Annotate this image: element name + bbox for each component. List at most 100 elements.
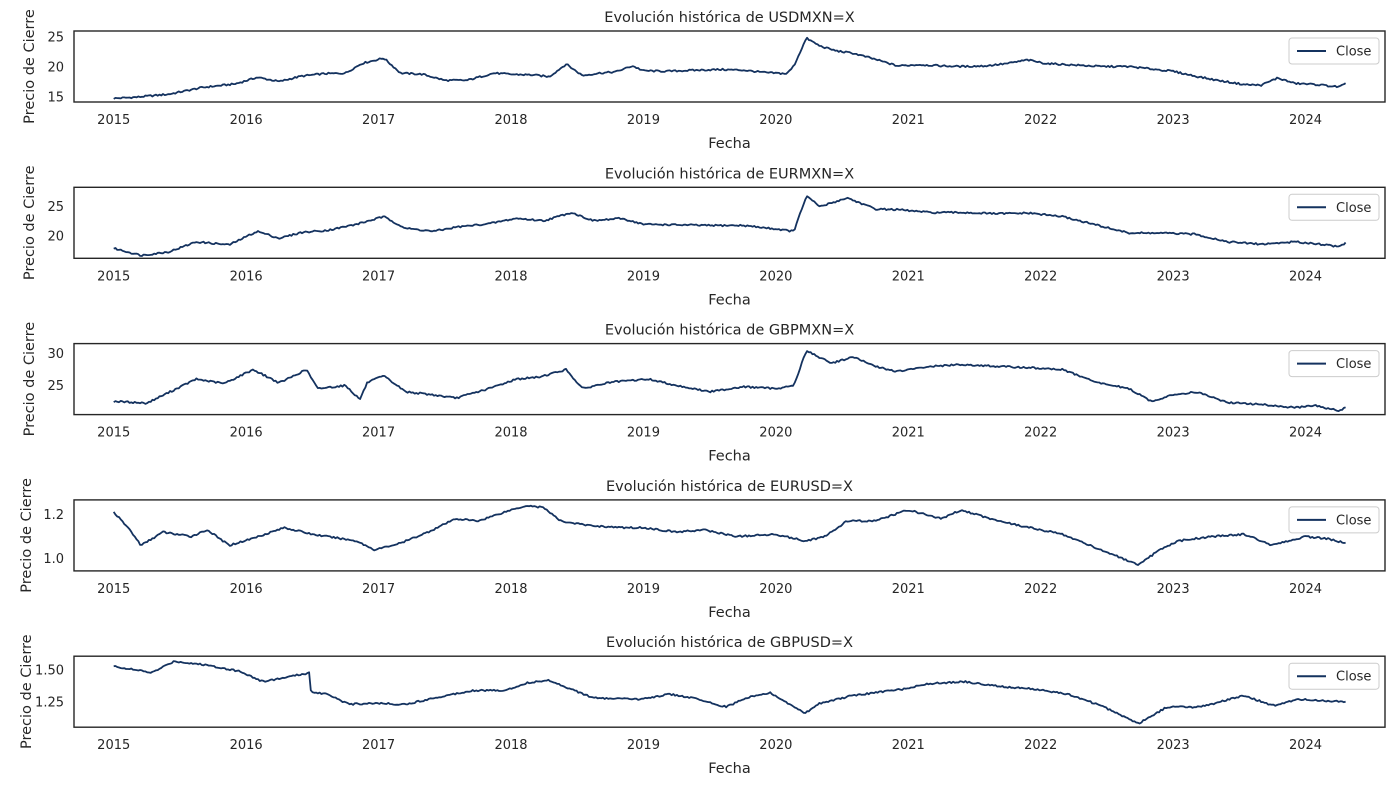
x-tick-label: 2019 (627, 269, 660, 284)
x-tick-label: 2024 (1289, 738, 1322, 753)
legend-label: Close (1336, 670, 1371, 685)
axes-frame (73, 186, 1386, 260)
legend-box (1288, 37, 1380, 65)
x-tick-label: 2017 (362, 426, 395, 441)
series-line-close (113, 195, 1347, 257)
x-tick-label: 2017 (362, 738, 395, 753)
y-tick-label: 1.25 (35, 695, 64, 710)
x-tick-label: 2024 (1289, 426, 1322, 441)
y-tick-label: 1.2 (43, 508, 64, 523)
y-axis-label: Precio de Cierre (22, 165, 38, 280)
legend-box (1288, 193, 1380, 221)
x-tick-label: 2019 (627, 582, 660, 597)
subplot-4: Evolución histórica de EURUSD=X 1.0 1.2 201… (19, 478, 1386, 621)
x-tick-label: 2023 (1157, 582, 1190, 597)
series-line-close (113, 660, 1346, 725)
axes-frame (73, 342, 1386, 416)
x-tick-label: 2023 (1157, 113, 1190, 128)
x-tick-label: 2015 (97, 426, 130, 441)
legend: Close (1288, 37, 1380, 65)
x-tick-label: 2017 (362, 269, 395, 284)
y-tick-label: 20 (47, 61, 64, 76)
x-tick-label: 2022 (1024, 113, 1057, 128)
legend-label: Close (1336, 513, 1371, 528)
y-axis-label: Precio de Cierre (22, 322, 38, 437)
axes-frame (73, 655, 1386, 728)
axes-frame (73, 499, 1386, 572)
y-tick-label: 25 (47, 200, 64, 215)
x-tick-label: 2021 (892, 426, 925, 441)
axes-frame (73, 30, 1386, 103)
x-tick-label: 2022 (1024, 738, 1057, 753)
x-tick-label: 2021 (892, 113, 925, 128)
x-tick-label: 2022 (1024, 269, 1057, 284)
legend-box (1288, 350, 1380, 378)
x-tick-label: 2015 (97, 738, 130, 753)
x-tick-label: 2016 (230, 113, 263, 128)
legend-label: Close (1336, 357, 1371, 372)
chart-title: Evolución histórica de GBPUSD=X (606, 635, 853, 651)
legend: Close (1288, 193, 1380, 221)
x-tick-label: 2020 (759, 426, 792, 441)
x-tick-label: 2022 (1024, 582, 1057, 597)
chart-title: Evolución histórica de GBPMXN=X (605, 323, 854, 339)
x-tick-label: 2018 (494, 738, 527, 753)
legend: Close (1288, 350, 1380, 378)
series-line-close (113, 350, 1346, 412)
x-tick-label: 2016 (230, 426, 263, 441)
legend: Close (1288, 662, 1380, 690)
y-tick-label: 25 (47, 379, 64, 394)
y-axis-label: Precio de Cierre (19, 478, 35, 593)
subplot-1: Evolución histórica de USDMXN=X 15 20 25 201… (22, 9, 1386, 152)
y-tick-label: 30 (47, 347, 64, 362)
x-tick-label: 2024 (1289, 269, 1322, 284)
subplot-2: Evolución histórica de EURMXN=X 20 25 2015 2… (22, 165, 1386, 308)
x-tick-label: 2017 (362, 113, 395, 128)
x-axis-label: Fecha (708, 292, 751, 308)
x-tick-label: 2024 (1289, 113, 1322, 128)
x-tick-label: 2022 (1024, 426, 1057, 441)
x-tick-label: 2015 (97, 269, 130, 284)
x-tick-label: 2018 (494, 426, 527, 441)
legend-box (1288, 506, 1380, 534)
x-tick-label: 2021 (892, 582, 925, 597)
x-tick-label: 2016 (230, 582, 263, 597)
y-tick-label: 1.0 (43, 552, 64, 567)
x-tick-label: 2015 (97, 582, 130, 597)
x-tick-label: 2023 (1157, 738, 1190, 753)
x-tick-label: 2017 (362, 582, 395, 597)
series-line-close (113, 36, 1347, 100)
x-tick-label: 2020 (759, 113, 792, 128)
chart-title: Evolución histórica de USDMXN=X (604, 10, 854, 26)
legend-box (1288, 662, 1380, 690)
y-axis-label: Precio de Cierre (22, 9, 38, 124)
y-tick-label: 25 (47, 31, 64, 46)
y-tick-label: 15 (47, 91, 64, 106)
y-tick-label: 20 (47, 230, 64, 245)
y-axis-label: Precio de Cierre (19, 634, 35, 749)
subplot-5: Evolución histórica de GBPUSD=X 1.25 1.50 2… (19, 634, 1386, 777)
x-tick-label: 2020 (759, 582, 792, 597)
x-axis-label: Fecha (708, 136, 751, 152)
y-tick-label: 1.50 (35, 664, 64, 679)
x-tick-label: 2019 (627, 738, 660, 753)
x-axis-label: Fecha (708, 761, 751, 777)
legend-label: Close (1336, 45, 1371, 60)
x-tick-label: 2018 (494, 113, 527, 128)
x-tick-label: 2020 (759, 738, 792, 753)
x-tick-label: 2015 (97, 113, 130, 128)
x-axis-label: Fecha (708, 449, 751, 465)
chart-title: Evolución histórica de EURMXN=X (605, 166, 854, 182)
chart-title: Evolución histórica de EURUSD=X (606, 479, 853, 495)
subplot-3: Evolución histórica de GBPMXN=X 25 30 2015 2… (22, 322, 1386, 465)
legend-label: Close (1336, 201, 1371, 216)
x-axis-label: Fecha (708, 605, 751, 621)
x-tick-label: 2023 (1157, 269, 1190, 284)
x-tick-label: 2024 (1289, 582, 1322, 597)
legend: Close (1288, 506, 1380, 534)
x-tick-label: 2018 (494, 582, 527, 597)
x-tick-label: 2021 (892, 738, 925, 753)
series-line-close (112, 504, 1346, 566)
x-tick-label: 2016 (230, 269, 263, 284)
